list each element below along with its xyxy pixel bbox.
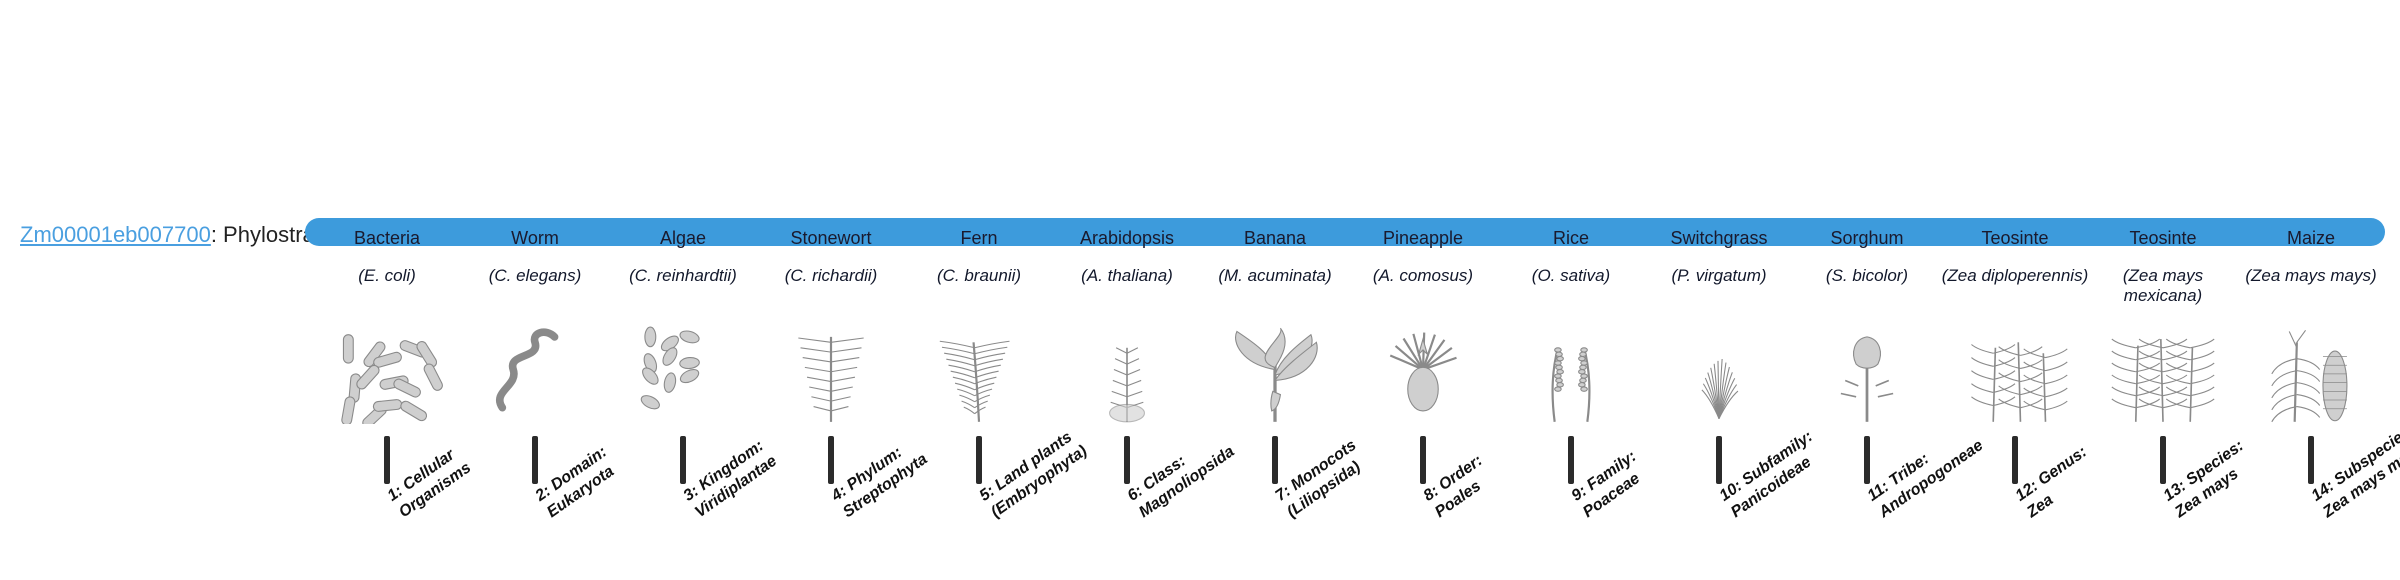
organism-scientific-name-2: (C. elegans) (461, 266, 609, 286)
tick-label-9: Family: Poaceae (1580, 448, 1643, 521)
organism-scientific-name-6: (A. thaliana) (1053, 266, 1201, 286)
organism-common-name-4: Stonewort (757, 228, 905, 249)
tick-label-6: Class: Magnoliopsida (1136, 443, 1237, 521)
tick-label-8: Order: Poales (1432, 452, 1486, 521)
organism-scientific-name-4: (C. richardii) (757, 266, 905, 286)
organism-scientific-name-11: (S. bicolor) (1793, 266, 1941, 286)
tick-label-3: Kingdom: Viridiplantae (692, 437, 780, 521)
organism-common-name-10: Switchgrass (1645, 228, 1793, 249)
tick-label-7: Monocots (Liliopsida) (1284, 437, 1364, 521)
organism-scientific-name-5: (C. braunii) (905, 266, 1053, 286)
tick-mark-12[interactable] (2012, 436, 2018, 484)
organism-common-name-12: Teosinte (1941, 228, 2089, 249)
organism-common-name-14: Maize (2237, 228, 2385, 249)
organism-common-name-13: Teosinte (2089, 228, 2237, 249)
organism-scientific-name-14: (Zea mays mays) (2237, 266, 2385, 286)
tick-label-2: Domain: Eukaryota (544, 443, 617, 521)
tick-mark-2[interactable] (532, 436, 538, 484)
tick-mark-10[interactable] (1716, 436, 1722, 484)
organism-scientific-name-1: (E. coli) (313, 266, 461, 286)
tick-label-1: Cellular Organisms (396, 446, 474, 521)
organism-scientific-name-12: (Zea diploperennis) (1941, 266, 2089, 286)
bacteria-icon (327, 326, 447, 424)
organism-common-name-11: Sorghum (1793, 228, 1941, 249)
tick-mark-13[interactable] (2160, 436, 2166, 484)
tick-label-11: Tribe: Andropogoneae (1876, 437, 1986, 521)
tick-mark-5[interactable] (976, 436, 982, 484)
organism-common-name-9: Rice (1497, 228, 1645, 249)
tick-mark-1[interactable] (384, 436, 390, 484)
organism-common-name-3: Algae (609, 228, 757, 249)
phylostratum-track: Bacteria (E. coli) Worm (C. elegans) Algae… (305, 218, 2385, 246)
tick-mark-8[interactable] (1420, 436, 1426, 484)
tick-mark-11[interactable] (1864, 436, 1870, 484)
tick-label-14: Subspecies: Zea mays mays (2320, 421, 2400, 521)
tick-mark-14[interactable] (2308, 436, 2314, 484)
tick-mark-4[interactable] (828, 436, 834, 484)
organism-common-name-5: Fern (905, 228, 1053, 249)
organism-common-name-2: Worm (461, 228, 609, 249)
tick-label-4: Phylum: Streptophyta (840, 444, 931, 521)
tick-label-5: Land plants (Embryophyta) (988, 429, 1090, 522)
gene-id-link[interactable]: Zm00001eb007700 (20, 222, 211, 247)
organism-common-name-7: Banana (1201, 228, 1349, 249)
tick-mark-3[interactable] (680, 436, 686, 484)
organism-common-name-6: Arabidopsis (1053, 228, 1201, 249)
organism-scientific-name-13: (Zea mays mexicana) (2089, 266, 2237, 306)
organism-scientific-name-7: (M. acuminata) (1201, 266, 1349, 286)
organism-scientific-name-10: (P. virgatum) (1645, 266, 1793, 286)
organism-scientific-name-8: (A. comosus) (1349, 266, 1497, 286)
tick-mark-6[interactable] (1124, 436, 1130, 484)
tick-mark-9[interactable] (1568, 436, 1574, 484)
tick-label-10: Subfamily: Panicoideae (1728, 428, 1816, 521)
organism-scientific-name-9: (O. sativa) (1497, 266, 1645, 286)
organism-common-name-1: Bacteria (313, 228, 461, 249)
organism-common-name-8: Pineapple (1349, 228, 1497, 249)
tick-mark-7[interactable] (1272, 436, 1278, 484)
organism-scientific-name-3: (C. reinhardtii) (609, 266, 757, 286)
